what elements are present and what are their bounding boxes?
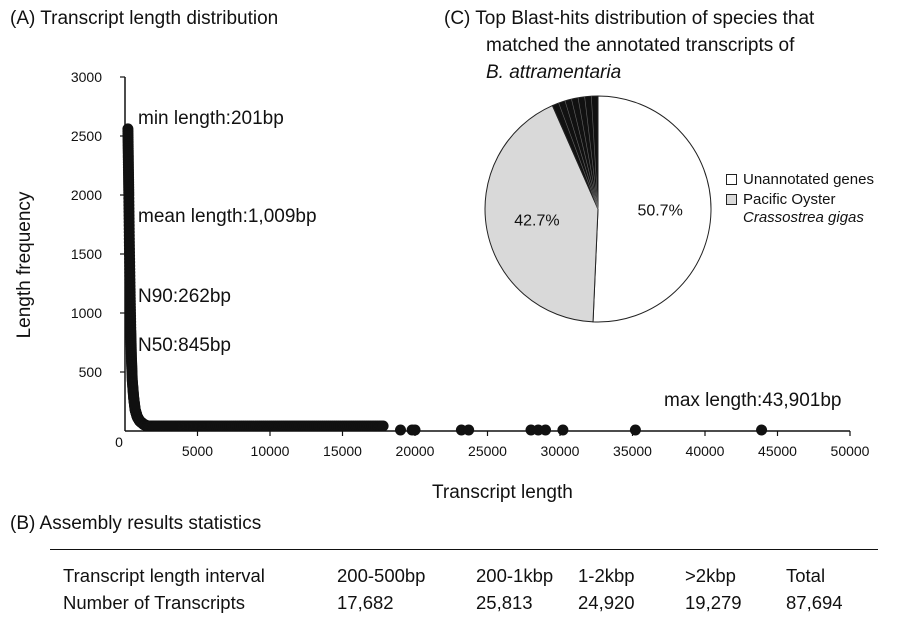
data-point xyxy=(395,424,406,436)
table-header-total: Total xyxy=(786,565,826,586)
n90-annotation: N90:262bp xyxy=(138,286,231,307)
y-tick-label: 1000 xyxy=(71,305,102,321)
x-tick-label: 5000 xyxy=(182,443,213,459)
data-point xyxy=(756,424,768,436)
x-tick-label: 30000 xyxy=(541,443,580,459)
table-cell-1-2k: 24,920 xyxy=(578,592,635,613)
panel-c-title-line2: matched the annotated transcripts of xyxy=(486,35,795,56)
scatter-plot-area: 0 5000 10000 15000 20000 25000 30000 35000 40000… xyxy=(71,69,870,459)
table-header-gt2k: >2kbp xyxy=(685,565,736,586)
panel-a-title: (A) Transcript length distribution xyxy=(10,8,279,29)
legend-label-crassostrea: Crassostrea gigas xyxy=(743,209,864,226)
table-cell-gt2k: 19,279 xyxy=(685,592,742,613)
table-cell-total: 87,694 xyxy=(786,592,843,613)
y-axis-label: Length frequency xyxy=(14,191,35,339)
x-axis-label: Transcript length xyxy=(432,482,573,503)
table-header-200-500: 200-500bp xyxy=(337,565,426,586)
y-tick-label: 2000 xyxy=(71,187,102,203)
pie-legend: Unannotated genes Pacific Oyster Crassos… xyxy=(726,171,874,226)
n50-annotation: N50:845bp xyxy=(138,335,231,356)
legend-swatch-unannotated xyxy=(726,174,737,185)
table-top-rule xyxy=(50,549,878,550)
data-point xyxy=(557,424,569,436)
y-tick-label: 2500 xyxy=(71,128,102,144)
table-header-label: Transcript length interval xyxy=(63,565,265,586)
x-tick-label: 20000 xyxy=(396,443,435,459)
y-tick-label: 500 xyxy=(79,364,103,380)
y-tick-label: 1500 xyxy=(71,246,102,262)
legend-label-unannotated: Unannotated genes xyxy=(743,171,874,188)
data-point xyxy=(629,424,641,436)
panel-b-title: (B) Assembly results statistics xyxy=(10,513,262,534)
table-header-200-1k: 200-1kbp xyxy=(476,565,554,586)
data-point xyxy=(409,424,421,436)
x-tick-label: 10000 xyxy=(251,443,290,459)
data-point xyxy=(377,420,389,432)
table-cell-200-500: 17,682 xyxy=(337,592,394,613)
legend-label-pacific-oyster: Pacific Oyster xyxy=(743,191,836,208)
table-cell-200-1k: 25,813 xyxy=(476,592,533,613)
legend-swatch-pacific-oyster xyxy=(726,194,737,205)
x-tick-label: 50000 xyxy=(831,443,870,459)
table-header-1-2k: 1-2kbp xyxy=(578,565,635,586)
panel-c-title-line3: B. attramentaria xyxy=(486,62,622,83)
min-length-annotation: min length:201bp xyxy=(138,108,284,129)
table-row-label: Number of Transcripts xyxy=(63,592,245,613)
x-tick-label: 15000 xyxy=(323,443,362,459)
data-point xyxy=(463,424,475,436)
x-tick-label: 0 xyxy=(115,434,123,450)
x-tick-label: 45000 xyxy=(758,443,797,459)
y-tick-label: 3000 xyxy=(71,69,102,85)
legend-item-unannotated: Unannotated genes xyxy=(726,171,874,188)
data-point xyxy=(540,424,551,436)
mean-length-annotation: mean length:1,009bp xyxy=(138,206,317,227)
x-tick-label: 25000 xyxy=(468,443,507,459)
legend-item-pacific-oyster: Pacific Oyster xyxy=(726,191,874,208)
x-tick-label: 40000 xyxy=(686,443,725,459)
max-length-annotation: max length:43,901bp xyxy=(664,390,842,411)
panel-c-title-line1: (C) Top Blast-hits distribution of speci… xyxy=(444,8,815,29)
x-tick-label: 35000 xyxy=(613,443,652,459)
